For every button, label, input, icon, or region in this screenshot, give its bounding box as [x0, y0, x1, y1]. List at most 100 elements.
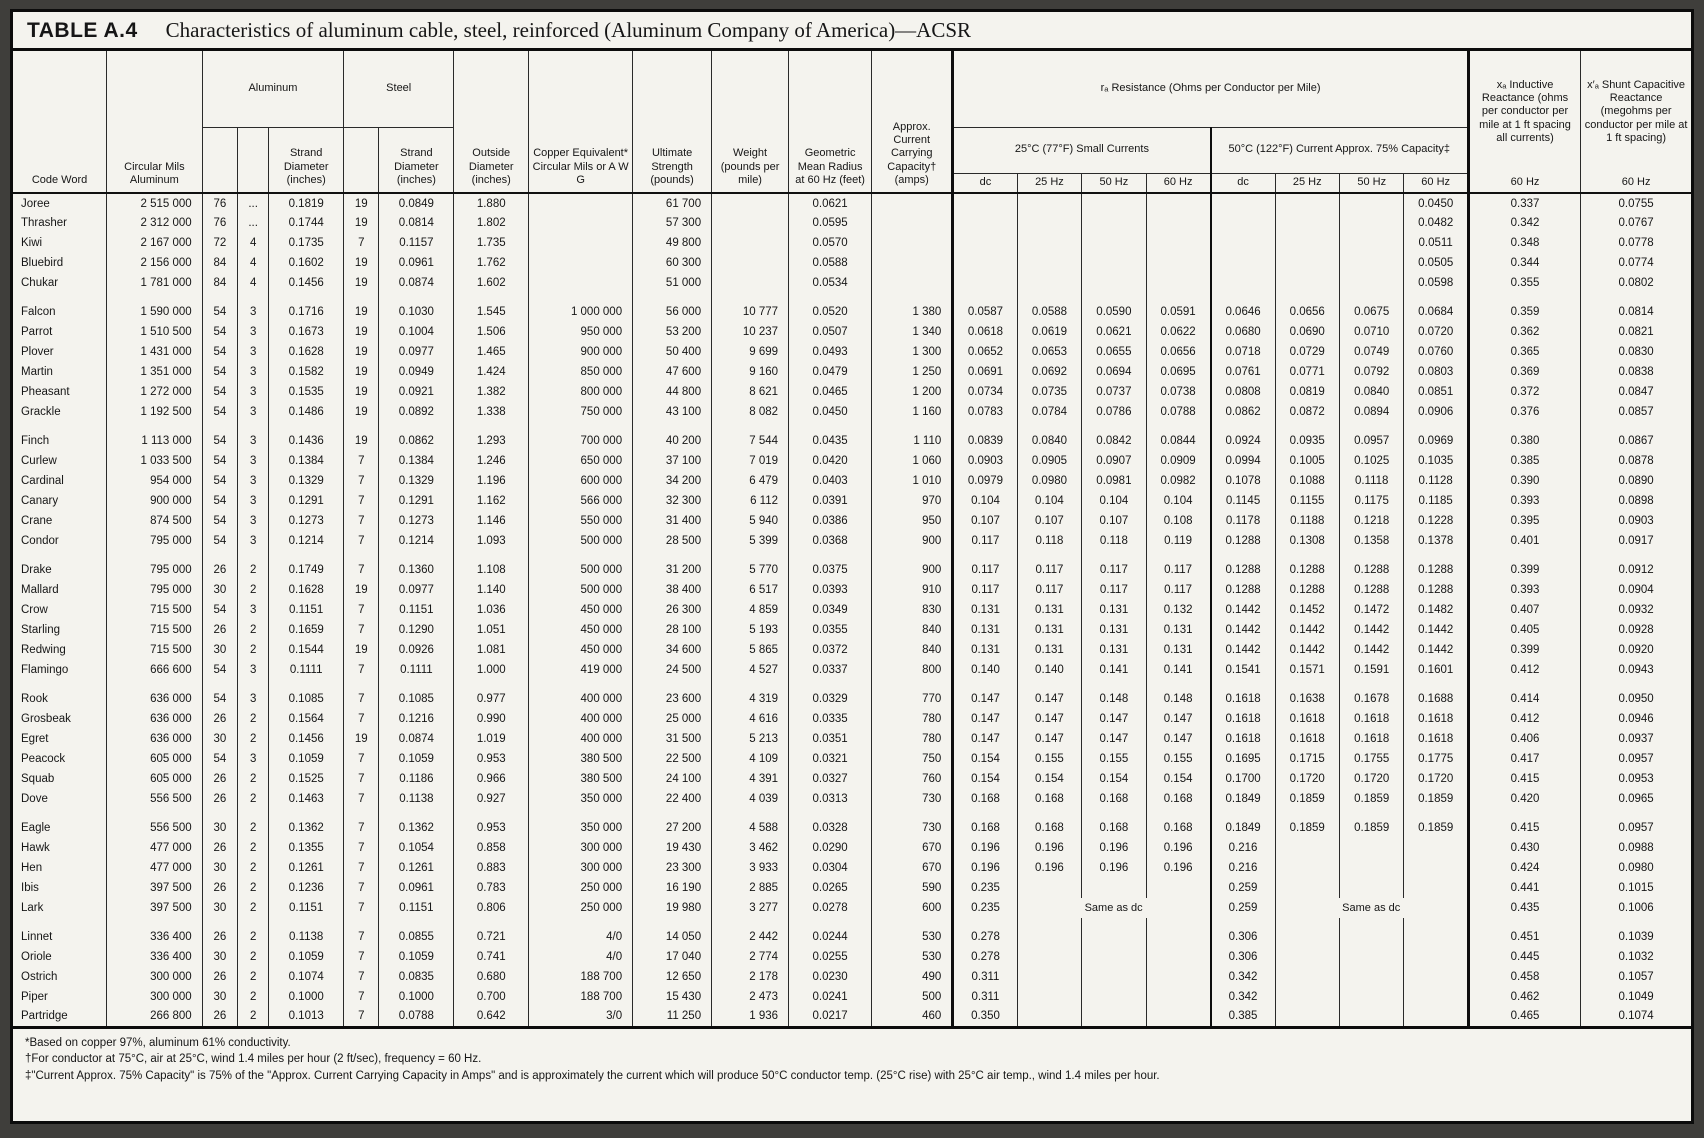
data-cell: 0.1659 — [268, 620, 344, 640]
gap-cell — [343, 680, 379, 689]
data-cell: 0.1273 — [268, 511, 344, 531]
data-cell: 666 600 — [106, 660, 203, 680]
data-cell: 0.1216 — [378, 709, 454, 729]
data-cell: 0.1273 — [378, 511, 454, 531]
code-word-cell: Thrasher — [21, 217, 68, 229]
data-cell: 0.311 — [951, 987, 1018, 1007]
data-cell: 760 — [871, 769, 953, 789]
data-cell: 0.0450 — [788, 402, 872, 422]
gap-cell — [1403, 422, 1469, 431]
data-cell: 700 000 — [528, 431, 633, 451]
data-cell: 3/0 — [528, 1007, 633, 1027]
table-row: Rook 636 000 54 3 0.1085 7 0.1085 0.977 400 000 2… — [13, 689, 1691, 709]
data-cell: 1.108 — [453, 560, 529, 580]
data-cell: 419 000 — [528, 660, 633, 680]
data-cell: 4 319 — [711, 689, 789, 709]
table-header: Code Word Circular Mils Aluminum Aluminu… — [13, 51, 1691, 193]
data-cell: 0.1535 — [268, 382, 344, 402]
data-cell: 0.0847 — [1580, 382, 1691, 402]
data-cell: 715 500 — [106, 600, 203, 620]
code-word-cell: Grosbeak — [21, 713, 71, 725]
data-cell: 556 500 — [106, 818, 203, 838]
data-cell — [1016, 213, 1082, 233]
data-cell: 2 — [237, 818, 269, 838]
data-cell: 715 500 — [106, 620, 203, 640]
data-cell: 0.131 — [1145, 620, 1211, 640]
gap-cell — [788, 809, 872, 818]
data-cell: 0.0622 — [1145, 322, 1211, 342]
data-cell: 3 — [237, 531, 269, 551]
data-cell: 2 — [237, 789, 269, 809]
data-cell: 0.0595 — [788, 213, 872, 233]
table-row: Flamingo 666 600 54 3 0.1111 7 0.1111 1.000 419 … — [13, 660, 1691, 680]
data-cell: 1 192 500 — [106, 402, 203, 422]
data-cell: 7 544 — [711, 431, 789, 451]
data-cell: 0.1775 — [1403, 749, 1469, 769]
data-cell: 0.168 — [1081, 789, 1147, 809]
header-capacitive-reactance: x′ₐ Shunt Capacitive Reactance (megohms … — [1580, 51, 1691, 173]
data-cell: 0.0957 — [1580, 749, 1691, 769]
data-cell — [1145, 987, 1211, 1007]
gap-cell — [1274, 918, 1340, 927]
data-cell: 0.104 — [1145, 491, 1211, 511]
gap-cell — [1016, 918, 1082, 927]
data-cell: 0.1032 — [1580, 947, 1691, 967]
header-steel-group: Steel — [343, 51, 454, 128]
data-cell — [1016, 253, 1082, 273]
data-cell: 0.1000 — [378, 987, 454, 1007]
data-cell: 0.783 — [453, 878, 529, 898]
data-cell: 1 781 000 — [106, 273, 203, 293]
data-cell — [528, 253, 633, 273]
data-cell: 0.1362 — [268, 818, 344, 838]
code-word-cell: Flamingo — [21, 664, 69, 676]
data-cell: 0.385 — [1466, 451, 1581, 471]
table-row: Grackle 1 192 500 54 3 0.1486 19 0.0892 1.338 75… — [13, 402, 1691, 422]
data-cell: 0.1618 — [1274, 729, 1340, 749]
data-cell: 900 — [871, 531, 953, 551]
data-cell: 1.382 — [453, 382, 529, 402]
data-cell: 0.155 — [1081, 749, 1147, 769]
data-cell: 0.1157 — [378, 233, 454, 253]
data-cell: 900 000 — [528, 342, 633, 362]
data-cell: 1.880 — [453, 192, 529, 213]
data-cell: 1 160 — [871, 402, 953, 422]
data-cell: 0.0435 — [788, 431, 872, 451]
gap-cell — [268, 551, 344, 560]
data-cell: 31 200 — [632, 560, 712, 580]
code-word-cell: Dove — [21, 793, 48, 805]
gap-cell — [13, 551, 107, 560]
table-row: Plover 1 431 000 54 3 0.1628 19 0.0977 1.465 900… — [13, 342, 1691, 362]
group-gap — [13, 809, 1691, 818]
data-cell: 650 000 — [528, 451, 633, 471]
data-cell: 1.093 — [453, 531, 529, 551]
data-cell: 780 — [871, 709, 953, 729]
code-word-cell: Finch — [21, 435, 50, 447]
gap-cell — [1016, 293, 1082, 302]
table-row: Curlew 1 033 500 54 3 0.1384 7 0.1384 1.246 650 … — [13, 451, 1691, 471]
data-cell: 0.0479 — [788, 362, 872, 382]
data-cell: 26 — [201, 1007, 238, 1027]
data-cell: 57 300 — [632, 213, 712, 233]
gap-cell — [788, 918, 872, 927]
data-cell: 0.405 — [1466, 620, 1581, 640]
data-cell: 54 — [201, 322, 238, 342]
data-cell: 2 178 — [711, 967, 789, 987]
data-cell: 0.1175 — [1338, 491, 1404, 511]
data-cell: 27 200 — [632, 818, 712, 838]
acsr-table: Code Word Circular Mils Aluminum Aluminu… — [13, 51, 1691, 1029]
data-cell: 0.1355 — [268, 838, 344, 858]
data-cell: 61 700 — [632, 192, 712, 213]
data-cell: 3 — [237, 322, 269, 342]
data-cell: 7 — [343, 511, 379, 531]
data-cell: 26 — [201, 838, 238, 858]
data-cell: 0.1059 — [268, 947, 344, 967]
data-cell: 0.0855 — [378, 927, 454, 947]
data-cell: 730 — [871, 818, 953, 838]
data-cell: 0.927 — [453, 789, 529, 809]
data-cell: 1.051 — [453, 620, 529, 640]
data-cell: 0.147 — [951, 729, 1018, 749]
data-cell: 0.0921 — [378, 382, 454, 402]
data-cell — [1081, 987, 1147, 1007]
data-cell: 0.147 — [1016, 689, 1082, 709]
gap-cell — [1209, 422, 1276, 431]
